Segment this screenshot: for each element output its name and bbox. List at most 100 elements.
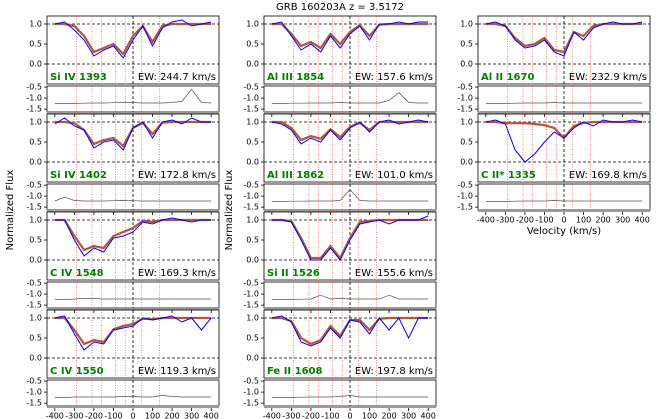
y-tick-label: 0.5 [29, 236, 42, 245]
separator [47, 405, 219, 408]
y-tick-label: 1.0 [246, 314, 259, 323]
fit-line [271, 22, 429, 50]
flux-line [271, 315, 429, 347]
ion-label: Fe II 1608 [267, 366, 322, 377]
y-tick-label: 0.0 [29, 158, 42, 167]
y-tick-label: 1.0 [246, 20, 259, 29]
y-tick-label: -0.5 [26, 181, 42, 190]
y-tick-label: -1.5 [243, 399, 259, 408]
fit-line [271, 120, 429, 142]
separator [264, 209, 436, 212]
y-tick-label: -1.0 [26, 94, 42, 103]
ew-label: EW: 119.3 km/s [138, 366, 216, 377]
y-tick-label: -1.0 [26, 388, 42, 397]
y-tick-label: 0.0 [29, 256, 42, 265]
y-tick-label: -1.5 [243, 203, 259, 212]
y-tick-label: -1.5 [26, 203, 42, 212]
y-tick-label: -1.5 [26, 301, 42, 310]
ew-label: EW: 172.8 km/s [138, 170, 216, 181]
y-tick-label: -1.0 [243, 290, 259, 299]
x-tick-label: 0 [561, 216, 566, 225]
separator [47, 378, 219, 380]
separator [264, 280, 436, 282]
y-tick-label: 1.0 [29, 314, 42, 323]
ion-label: C IV 1550 [50, 366, 104, 377]
chart-title: GRB 160203A z = 3.5172 [276, 2, 404, 13]
y-tick-label: -0.5 [26, 83, 42, 92]
x-tick-label: -100 [535, 216, 553, 225]
x-tick-label: 400 [635, 216, 650, 225]
x-tick-label: -400 [263, 412, 281, 419]
separator [47, 182, 219, 184]
residual-line [271, 294, 429, 300]
x-tick-label: -200 [302, 412, 320, 419]
y-tick-label: 0.0 [246, 158, 259, 167]
separator [264, 307, 436, 310]
separator [47, 84, 219, 86]
separator [264, 84, 436, 86]
y-tick-label: -0.5 [26, 279, 42, 288]
residual-line [485, 200, 643, 202]
y-axis-label: Normalized Flux [5, 170, 16, 251]
y-tick-label: 0.5 [460, 40, 473, 49]
flux-line [271, 119, 429, 145]
y-tick-label: 1.0 [29, 118, 42, 127]
y-tick-label: -0.5 [457, 83, 473, 92]
fit-line [485, 22, 643, 54]
y-tick-label: -1.0 [26, 290, 42, 299]
flux-line [54, 315, 212, 351]
ion-label: Al III 1854 [267, 72, 324, 83]
residual-line [54, 88, 212, 104]
y-tick-label: 1.0 [246, 118, 259, 127]
x-tick-label: -100 [321, 412, 339, 419]
y-tick-label: -1.0 [457, 94, 473, 103]
fit-line [54, 316, 212, 346]
y-tick-label: -1.0 [457, 192, 473, 201]
residual-line [54, 298, 212, 300]
ew-label: EW: 169.8 km/s [569, 170, 647, 181]
y-tick-label: 0.0 [246, 256, 259, 265]
y-tick-label: 1.0 [460, 20, 473, 29]
y-tick-label: 1.0 [460, 118, 473, 127]
ew-label: EW: 197.8 km/s [355, 366, 433, 377]
y-tick-label: 0.5 [246, 138, 259, 147]
y-tick-label: -1.5 [26, 105, 42, 114]
x-tick-label: 100 [145, 412, 160, 419]
y-tick-label: -1.0 [243, 192, 259, 201]
y-tick-label: 1.0 [246, 216, 259, 225]
y-tick-label: 1.0 [29, 20, 42, 29]
ew-label: EW: 169.3 km/s [138, 268, 216, 279]
y-tick-label: -0.5 [243, 181, 259, 190]
ion-label: Si IV 1402 [50, 170, 107, 181]
x-tick-label: 300 [615, 216, 630, 225]
x-tick-label: -400 [477, 216, 495, 225]
y-tick-label: 0.5 [29, 138, 42, 147]
separator [264, 182, 436, 184]
y-tick-label: 0.0 [246, 60, 259, 69]
ion-label: C IV 1548 [50, 268, 104, 279]
y-tick-label: 0.5 [29, 334, 42, 343]
y-tick-label: -0.5 [243, 377, 259, 386]
residual-line [271, 92, 429, 104]
residual-line [54, 196, 212, 202]
x-tick-label: 100 [362, 412, 377, 419]
y-tick-label: -0.5 [243, 83, 259, 92]
y-tick-label: -1.5 [243, 301, 259, 310]
separator [47, 307, 219, 310]
x-tick-label: -200 [516, 216, 534, 225]
y-tick-label: -0.5 [26, 377, 42, 386]
y-tick-label: 0.0 [460, 158, 473, 167]
ew-label: EW: 101.0 km/s [355, 170, 433, 181]
x-tick-label: 200 [164, 412, 179, 419]
ion-label: C II* 1335 [481, 170, 536, 181]
y-tick-label: 0.5 [246, 334, 259, 343]
y-tick-label: -1.5 [243, 105, 259, 114]
x-tick-label: -100 [104, 412, 122, 419]
flux-line [54, 19, 212, 59]
x-tick-label: 100 [576, 216, 591, 225]
y-tick-label: -1.5 [26, 399, 42, 408]
ew-label: EW: 232.9 km/s [569, 72, 647, 83]
ion-label: Al III 1862 [267, 170, 324, 181]
separator [47, 111, 219, 114]
